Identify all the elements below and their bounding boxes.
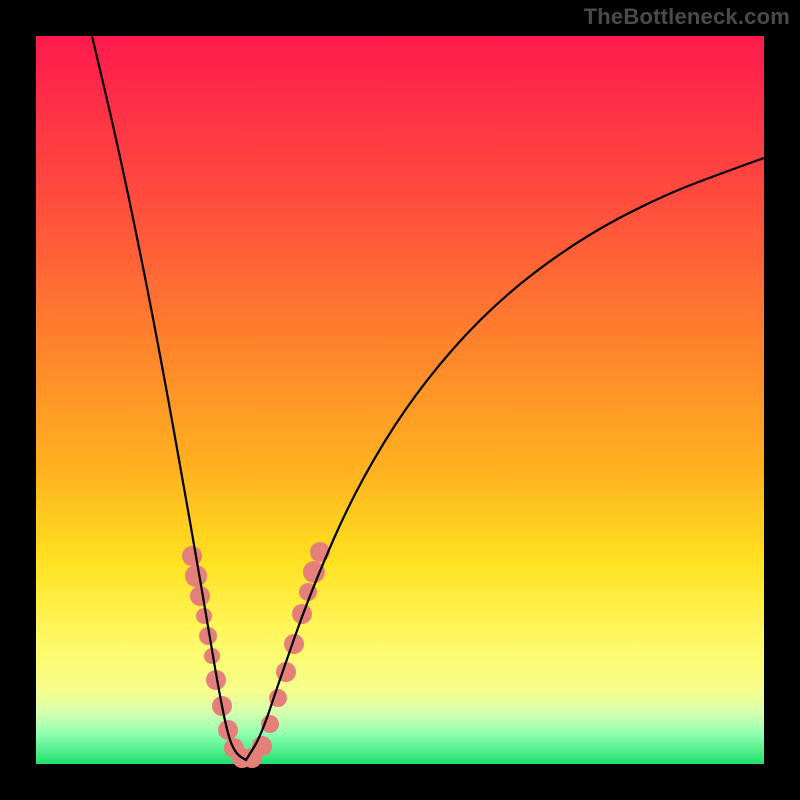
curve-marker	[196, 608, 212, 624]
curve-marker	[185, 565, 207, 587]
curve-marker	[190, 586, 210, 606]
marker-cluster	[182, 542, 330, 768]
plot-area	[36, 36, 764, 764]
outer-frame: TheBottleneck.com	[0, 0, 800, 800]
curve-right-branch	[246, 158, 764, 760]
curve-left-branch	[92, 36, 246, 760]
watermark-text: TheBottleneck.com	[584, 4, 790, 30]
curve-marker	[182, 546, 202, 566]
bottleneck-curve	[36, 36, 764, 764]
